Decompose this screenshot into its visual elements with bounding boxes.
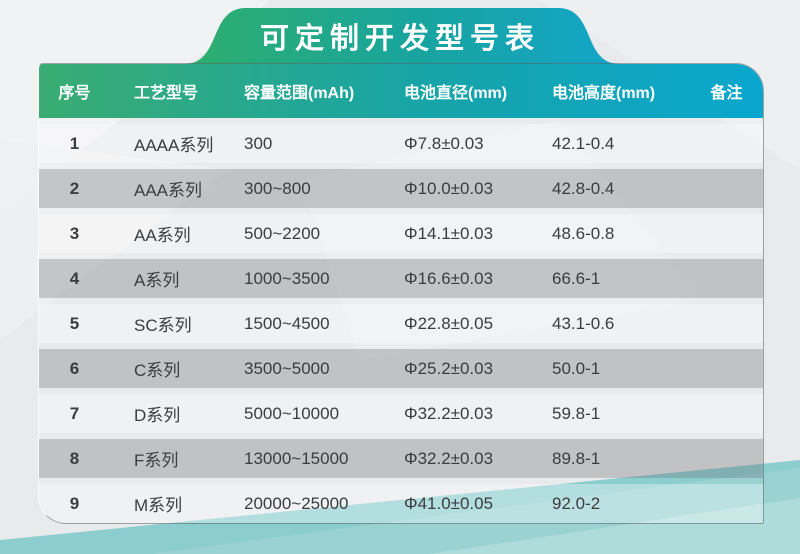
cell-height: 50.0-1 [552, 358, 601, 378]
cell-capacity: 20000~25000 [244, 493, 349, 513]
table-row: 1 AAAA系列 300 Φ7.8±0.03 42.1-0.4 [39, 124, 763, 163]
cell-capacity: 5000~10000 [244, 403, 340, 423]
title-banner-shape [184, 8, 620, 64]
cell-model: F系列 [134, 451, 179, 470]
cell-model: AA系列 [134, 226, 191, 245]
table-row: 8 F系列 13000~15000 Φ32.2±0.03 89.8-1 [39, 439, 763, 478]
table-header-row: 序号 工艺型号 容量范围(mAh) 电池直径(mm) 电池高度(mm) 备注 [39, 64, 763, 118]
cell-height: 48.6-0.8 [552, 223, 615, 243]
cell-diameter: Φ16.6±0.03 [404, 268, 494, 288]
cell-capacity: 300 [244, 133, 273, 153]
cell-model: M系列 [134, 496, 183, 515]
table-row: 7 D系列 5000~10000 Φ32.2±0.03 59.8-1 [39, 394, 763, 433]
cell-diameter: Φ7.8±0.03 [404, 133, 484, 153]
cell-capacity: 1000~3500 [244, 268, 330, 288]
title-banner: 可定制开发型号表 [0, 6, 800, 64]
cell-diameter: Φ14.1±0.03 [404, 223, 494, 243]
cell-capacity: 13000~15000 [244, 448, 349, 468]
col-header-index: 序号 [58, 85, 91, 102]
cell-height: 42.8-0.4 [552, 178, 615, 198]
cell-index: 9 [69, 493, 80, 513]
cell-index: 1 [69, 133, 80, 153]
table-row: 9 M系列 20000~25000 Φ41.0±0.05 92.0-2 [39, 484, 763, 523]
col-header-diameter: 电池直径(mm) [404, 85, 508, 102]
col-header-capacity: 容量范围(mAh) [244, 85, 355, 102]
cell-diameter: Φ41.0±0.05 [404, 493, 494, 513]
cell-height: 89.8-1 [552, 448, 601, 468]
table-row: 3 AA系列 500~2200 Φ14.1±0.03 48.6-0.8 [39, 214, 763, 253]
table-body: 1 AAAA系列 300 Φ7.8±0.03 42.1-0.4 2 AAA系列 … [39, 118, 763, 523]
cell-model: AAAA系列 [134, 136, 214, 155]
table-row: 6 C系列 3500~5000 Φ25.2±0.03 50.0-1 [39, 349, 763, 388]
cell-capacity: 3500~5000 [244, 358, 330, 378]
cell-index: 6 [69, 358, 80, 378]
cell-diameter: Φ25.2±0.03 [404, 358, 494, 378]
cell-height: 92.0-2 [552, 493, 601, 513]
cell-diameter: Φ22.8±0.05 [404, 313, 494, 333]
table-row: 4 A系列 1000~3500 Φ16.6±0.03 66.6-1 [39, 259, 763, 298]
cell-index: 3 [69, 223, 80, 243]
cell-index: 8 [69, 448, 80, 468]
cell-model: AAA系列 [134, 181, 203, 200]
cell-model: C系列 [134, 361, 181, 380]
cell-height: 42.1-0.4 [552, 133, 615, 153]
cell-model: A系列 [134, 271, 180, 290]
col-header-height: 电池高度(mm) [552, 85, 656, 102]
cell-index: 2 [69, 178, 80, 198]
cell-capacity: 500~2200 [244, 223, 321, 243]
cell-capacity: 300~800 [244, 178, 311, 198]
cell-model: SC系列 [134, 316, 192, 335]
cell-index: 7 [69, 403, 80, 423]
col-header-remark: 备注 [710, 85, 743, 102]
page-title: 可定制开发型号表 [259, 23, 540, 55]
cell-index: 4 [69, 268, 80, 288]
cell-diameter: Φ32.2±0.03 [404, 448, 494, 468]
cell-capacity: 1500~4500 [244, 313, 330, 333]
cell-height: 43.1-0.6 [552, 313, 615, 333]
cell-model: D系列 [134, 406, 181, 425]
cell-index: 5 [69, 313, 80, 333]
cell-diameter: Φ32.2±0.03 [404, 403, 494, 423]
cell-diameter: Φ10.0±0.03 [404, 178, 494, 198]
model-table: 序号 工艺型号 容量范围(mAh) 电池直径(mm) 电池高度(mm) 备注 1… [38, 63, 764, 524]
col-header-model: 工艺型号 [134, 85, 199, 102]
table-row: 2 AAA系列 300~800 Φ10.0±0.03 42.8-0.4 [39, 169, 763, 208]
cell-height: 66.6-1 [552, 268, 601, 288]
table-row: 5 SC系列 1500~4500 Φ22.8±0.05 43.1-0.6 [39, 304, 763, 343]
cell-height: 59.8-1 [552, 403, 601, 423]
